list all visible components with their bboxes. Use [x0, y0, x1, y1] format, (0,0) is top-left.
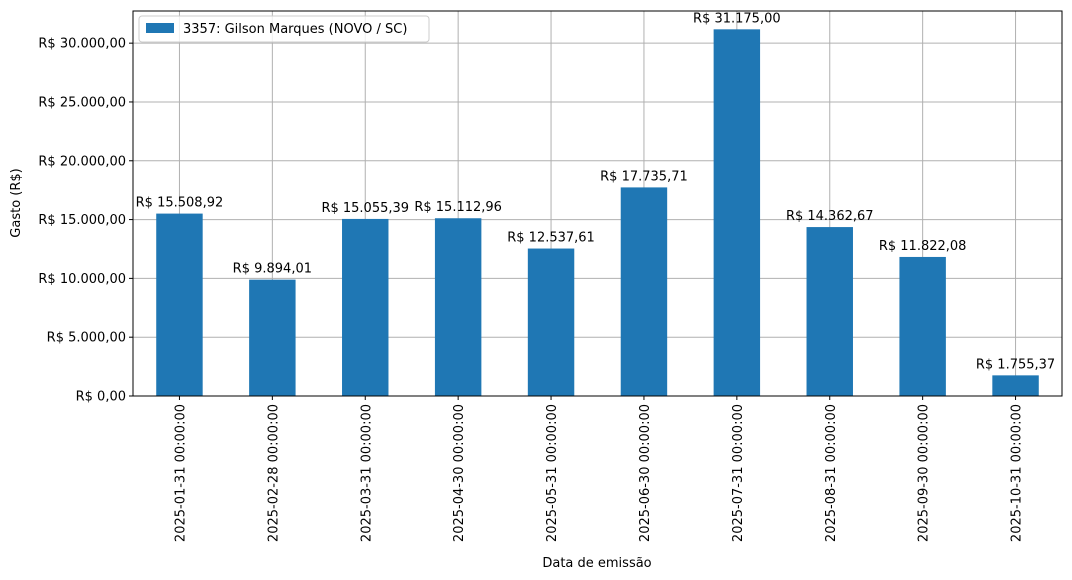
bar [342, 218, 389, 396]
bar [713, 29, 761, 396]
x-tick-label: 2025-06-30 00:00:00 [638, 404, 653, 542]
data-labels: R$ 15.508,92 R$ 9.894,01 R$ 15.055,39 R$ 15… [136, 11, 1056, 372]
y-tick-label: R$ 5.000,00 [47, 331, 126, 346]
bar [156, 213, 203, 396]
plot-frame [132, 10, 1063, 397]
x-tick-label: 2025-03-31 00:00:00 [359, 404, 374, 542]
bar [620, 187, 668, 396]
y-tick-label: R$ 25.000,00 [38, 95, 126, 110]
bar-value-label: R$ 9.894,01 [233, 262, 312, 277]
x-tick-label: 2025-08-31 00:00:00 [824, 404, 839, 542]
y-tick-label: R$ 0,00 [76, 390, 126, 405]
legend-swatch [146, 23, 174, 33]
x-axis-ticks: 2025-01-31 00:00:00 2025-02-28 00:00:00 20… [173, 396, 1025, 542]
bar [806, 227, 853, 396]
x-tick-label: 2025-07-31 00:00:00 [731, 404, 746, 542]
bar-value-label: R$ 15.112,96 [414, 200, 502, 215]
x-tick-label: 2025-05-31 00:00:00 [545, 404, 560, 542]
x-tick-label: 2025-09-30 00:00:00 [917, 404, 932, 542]
legend-frame [138, 15, 430, 43]
bar [992, 375, 1039, 396]
bars [156, 29, 1039, 396]
x-tick-label: 2025-04-30 00:00:00 [452, 404, 467, 542]
legend-label: 3357: Gilson Marques (NOVO / SC) [183, 22, 407, 37]
bar-value-label: R$ 1.755,37 [976, 357, 1055, 372]
y-axis-ticks: R$ 0,00 R$ 5.000,00 R$ 10.000,00 R$ 15.000,… [38, 37, 133, 405]
bar [527, 248, 575, 396]
y-axis-label: Gasto (R$) [9, 168, 24, 237]
bar-value-label: R$ 15.055,39 [321, 201, 409, 216]
bar-value-label: R$ 12.537,61 [507, 231, 595, 246]
y-tick-label: R$ 20.000,00 [38, 154, 126, 169]
bar-value-label: R$ 11.822,08 [879, 239, 967, 254]
x-axis-label: Data de emissão [542, 556, 651, 571]
legend: 3357: Gilson Marques (NOVO / SC) [138, 15, 430, 43]
y-tick-label: R$ 15.000,00 [38, 213, 126, 228]
bar-value-label: R$ 15.508,92 [136, 196, 224, 211]
bar-value-label: R$ 17.735,71 [600, 169, 688, 184]
bar-value-label: R$ 14.362,67 [786, 209, 874, 224]
bar-value-label: R$ 31.175,00 [693, 11, 781, 26]
bar [249, 279, 296, 396]
bar [899, 256, 946, 396]
y-tick-label: R$ 10.000,00 [38, 272, 126, 287]
bar [434, 218, 482, 396]
x-tick-label: 2025-10-31 00:00:00 [1010, 404, 1025, 542]
y-tick-label: R$ 30.000,00 [38, 37, 126, 52]
x-tick-label: 2025-02-28 00:00:00 [266, 404, 281, 542]
x-tick-label: 2025-01-31 00:00:00 [173, 404, 188, 542]
